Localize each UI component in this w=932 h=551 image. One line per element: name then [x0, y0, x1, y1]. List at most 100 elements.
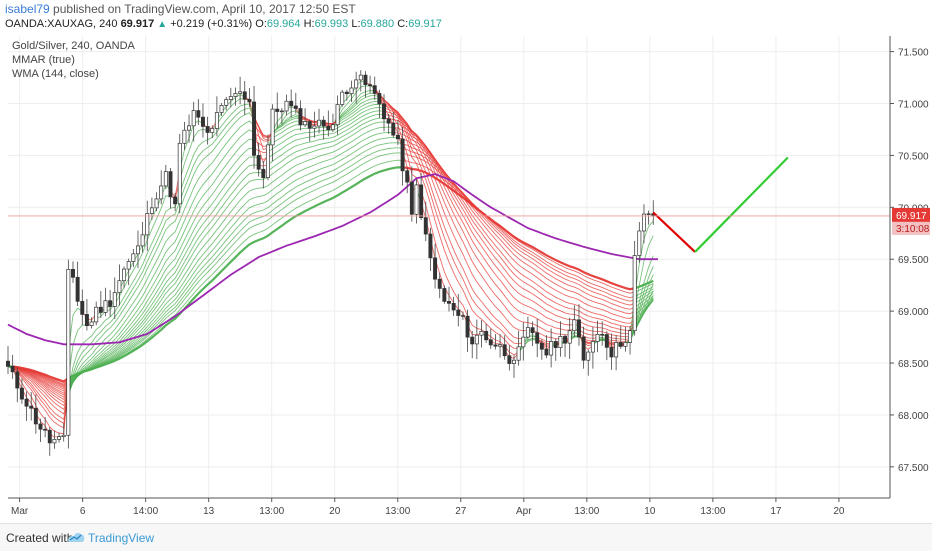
- candle-body: [387, 119, 390, 123]
- legend-mmar[interactable]: MMAR (true): [12, 54, 75, 66]
- x-tick-label: 13: [203, 506, 215, 517]
- x-tick-label: 13:00: [700, 506, 725, 517]
- candle-body: [410, 182, 413, 214]
- chart-area[interactable]: 71.50071.00070.50070.00069.50069.00068.5…: [0, 36, 932, 523]
- candle-body: [331, 125, 334, 130]
- candle-body: [443, 288, 446, 301]
- ribbon-line: [68, 130, 254, 395]
- candle-body: [71, 269, 74, 277]
- candle-body: [382, 104, 385, 119]
- legend-wma[interactable]: WMA (144, close): [12, 68, 99, 80]
- footer: Created with TradingView: [0, 523, 932, 551]
- candle-body: [512, 360, 515, 363]
- x-tick-label: 14:00: [133, 506, 158, 517]
- ribbon-line: [245, 97, 268, 163]
- x-tick-label: 27: [455, 506, 467, 517]
- candle-body: [494, 345, 497, 346]
- ribbon-line: [68, 148, 402, 381]
- candle-body: [605, 335, 608, 348]
- forecast-up-line[interactable]: [695, 157, 788, 251]
- candle-body: [624, 342, 627, 346]
- candle-body: [550, 341, 553, 355]
- candle-body: [132, 254, 135, 262]
- candle-body: [582, 337, 585, 360]
- candle-body: [378, 93, 381, 103]
- x-tick-label: 13:00: [385, 506, 410, 517]
- candle-body: [336, 104, 339, 124]
- candle-body: [81, 301, 84, 314]
- candle-body: [109, 301, 112, 307]
- candle-body: [53, 439, 56, 442]
- candle-body: [290, 101, 293, 106]
- chart-header: isabel79 published on TradingView.com, A…: [0, 0, 932, 36]
- candle-body: [266, 145, 269, 178]
- x-tick-label: 10: [644, 506, 656, 517]
- forecast-down-line[interactable]: [653, 212, 695, 251]
- candle-body: [638, 231, 641, 256]
- candle-body: [429, 234, 432, 258]
- candle-body: [355, 80, 358, 88]
- candle-body: [545, 349, 548, 355]
- candle-body: [420, 185, 423, 218]
- candle-body: [183, 130, 186, 143]
- candle-body: [57, 437, 60, 440]
- candle-body: [485, 331, 488, 339]
- candle-body: [526, 328, 529, 338]
- candle-body: [248, 99, 251, 102]
- candle-body: [587, 352, 590, 360]
- candle-body: [503, 345, 506, 356]
- y-tick-label: 71.000: [898, 99, 929, 110]
- open-value: 69.964: [267, 18, 301, 30]
- candle-body: [257, 155, 260, 169]
- candle-body: [614, 342, 617, 357]
- candle-body: [322, 120, 325, 126]
- candle-body: [122, 269, 125, 281]
- y-tick-label: 69.000: [898, 307, 929, 318]
- candle-body: [633, 256, 636, 331]
- candle-body: [447, 301, 450, 303]
- author-link[interactable]: isabel79: [5, 2, 50, 16]
- price-chart[interactable]: 71.50071.00070.50070.00069.50069.00068.5…: [0, 36, 932, 523]
- low-label: L:: [351, 18, 360, 30]
- candle-body: [554, 341, 557, 347]
- y-tick-label: 71.500: [898, 48, 929, 59]
- candle-body: [25, 399, 28, 406]
- candle-body: [368, 85, 371, 86]
- quote-line: OANDA:XAUXAG, 240 69.917 ▲ +0.219 (+0.31…: [5, 18, 442, 30]
- tradingview-brand[interactable]: TradingView: [88, 531, 154, 545]
- candle-body: [364, 75, 367, 85]
- high-label: H:: [304, 18, 315, 30]
- candle-body: [16, 372, 19, 388]
- candle-body: [48, 430, 51, 443]
- candle-body: [113, 293, 116, 307]
- candle-body: [67, 269, 70, 435]
- candle-body: [345, 92, 348, 94]
- publish-line: isabel79 published on TradingView.com, A…: [5, 2, 356, 16]
- candle-body: [577, 320, 580, 337]
- candle-body: [475, 335, 478, 344]
- last-price: 69.917: [121, 18, 155, 30]
- candle-body: [317, 120, 320, 126]
- candle-body: [522, 337, 525, 347]
- x-tick-label: Mar: [11, 506, 29, 517]
- y-tick-label: 68.500: [898, 359, 929, 370]
- candle-body: [517, 347, 520, 360]
- candle-body: [359, 75, 362, 80]
- ribbon-line: [375, 88, 519, 354]
- candle-body: [62, 435, 65, 436]
- candle-body: [540, 343, 543, 349]
- y-tick-label: 68.000: [898, 411, 929, 422]
- candle-body: [438, 279, 441, 288]
- candle-body: [466, 316, 469, 337]
- ribbon-line: [384, 111, 630, 333]
- candle-body: [508, 356, 511, 364]
- candle-body: [169, 172, 172, 197]
- candle-body: [276, 109, 279, 111]
- ribbon-line: [68, 165, 258, 389]
- candle-body: [90, 322, 93, 326]
- candle-body: [155, 199, 158, 208]
- candle-body: [225, 100, 228, 106]
- price-tag: 69.917: [896, 211, 927, 222]
- candle-body: [118, 281, 121, 293]
- candle-body: [229, 97, 232, 100]
